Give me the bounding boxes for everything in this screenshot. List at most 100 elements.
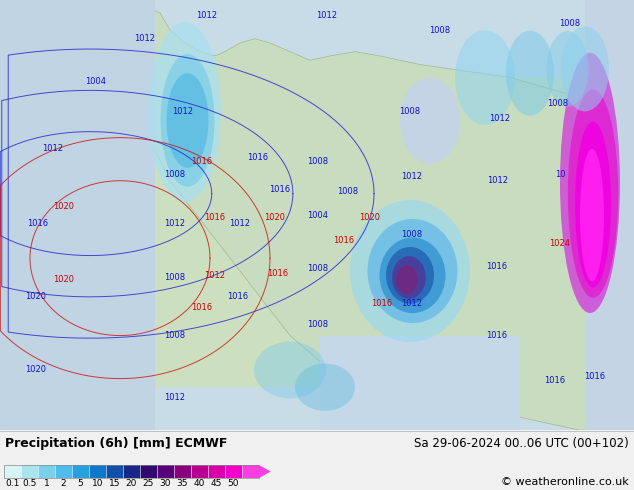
Bar <box>72 465 89 478</box>
Text: 1016: 1016 <box>268 269 288 278</box>
Text: 10: 10 <box>92 479 103 488</box>
Ellipse shape <box>396 266 418 294</box>
Bar <box>208 465 225 478</box>
Text: 1020: 1020 <box>264 213 285 222</box>
Text: 1012: 1012 <box>488 176 508 185</box>
Text: 0.1: 0.1 <box>5 479 20 488</box>
Bar <box>4 465 21 478</box>
Text: 1012: 1012 <box>489 114 510 123</box>
Bar <box>157 465 174 478</box>
Text: 1008: 1008 <box>307 265 328 273</box>
Bar <box>4 465 259 478</box>
Ellipse shape <box>386 247 434 304</box>
Text: 1020: 1020 <box>359 213 380 222</box>
Text: 1016: 1016 <box>27 219 49 228</box>
Text: 1008: 1008 <box>164 273 186 282</box>
Ellipse shape <box>350 200 470 342</box>
Text: 45: 45 <box>211 479 222 488</box>
Text: 1016: 1016 <box>545 376 566 385</box>
Text: 1: 1 <box>44 479 49 488</box>
Text: 5: 5 <box>77 479 84 488</box>
Polygon shape <box>259 465 271 478</box>
Text: 1012: 1012 <box>134 34 155 43</box>
Text: 1016: 1016 <box>486 262 508 271</box>
Text: 1016: 1016 <box>486 331 508 340</box>
Ellipse shape <box>506 30 554 116</box>
Text: © weatheronline.co.uk: © weatheronline.co.uk <box>501 477 629 487</box>
Text: 0.5: 0.5 <box>22 479 37 488</box>
Text: 50: 50 <box>228 479 239 488</box>
Ellipse shape <box>455 30 515 125</box>
Bar <box>320 336 520 430</box>
Text: 1012: 1012 <box>172 107 193 116</box>
Ellipse shape <box>149 22 221 202</box>
Text: 1008: 1008 <box>399 107 420 116</box>
Bar <box>155 77 615 387</box>
Ellipse shape <box>160 54 214 187</box>
Text: 1004: 1004 <box>307 211 328 220</box>
Text: 1020: 1020 <box>25 366 46 374</box>
Text: 1024: 1024 <box>550 239 571 247</box>
Bar <box>0 0 155 430</box>
Bar <box>140 465 157 478</box>
Ellipse shape <box>380 238 446 313</box>
Text: 1012: 1012 <box>164 219 186 228</box>
Ellipse shape <box>561 26 609 111</box>
Text: 1004: 1004 <box>86 77 107 86</box>
Text: 20: 20 <box>126 479 137 488</box>
Ellipse shape <box>547 31 588 107</box>
Text: 1012: 1012 <box>164 393 186 402</box>
Ellipse shape <box>575 122 611 287</box>
Text: 1008: 1008 <box>401 230 423 239</box>
Ellipse shape <box>400 77 460 164</box>
Text: 1016: 1016 <box>269 185 290 194</box>
Text: 1008: 1008 <box>337 187 359 196</box>
Ellipse shape <box>392 256 426 299</box>
Text: Precipitation (6h) [mm] ECMWF: Precipitation (6h) [mm] ECMWF <box>5 438 228 450</box>
Text: 1012: 1012 <box>401 299 422 308</box>
Bar <box>585 0 634 430</box>
Text: 15: 15 <box>109 479 120 488</box>
Text: 2: 2 <box>61 479 67 488</box>
Bar <box>21 465 38 478</box>
Bar <box>123 465 140 478</box>
Text: 30: 30 <box>160 479 171 488</box>
Ellipse shape <box>368 219 458 323</box>
Bar <box>55 465 72 478</box>
Text: 1020: 1020 <box>25 293 46 301</box>
Bar <box>191 465 208 478</box>
Ellipse shape <box>295 364 355 411</box>
Text: 1008: 1008 <box>307 320 328 329</box>
Text: 1012: 1012 <box>230 219 250 228</box>
Text: 1020: 1020 <box>53 275 75 284</box>
Text: 1016: 1016 <box>372 299 392 308</box>
Bar <box>174 465 191 478</box>
Text: 1008: 1008 <box>559 19 581 28</box>
Polygon shape <box>130 0 634 430</box>
Text: 1016: 1016 <box>204 213 226 222</box>
Text: 1012: 1012 <box>316 11 337 20</box>
Text: 1020: 1020 <box>53 202 75 211</box>
Text: Sa 29-06-2024 00..06 UTC (00+102): Sa 29-06-2024 00..06 UTC (00+102) <box>414 438 629 450</box>
Text: 1008: 1008 <box>307 157 328 166</box>
Text: 10: 10 <box>555 170 566 179</box>
Text: 1016: 1016 <box>228 293 249 301</box>
Text: 40: 40 <box>194 479 205 488</box>
Text: 1012: 1012 <box>42 144 63 153</box>
Text: 1016: 1016 <box>191 303 212 312</box>
Text: 1012: 1012 <box>205 271 226 280</box>
Text: 1008: 1008 <box>164 170 186 179</box>
Ellipse shape <box>560 53 620 313</box>
Text: 1016: 1016 <box>247 152 269 162</box>
Text: 1008: 1008 <box>547 99 569 108</box>
Ellipse shape <box>254 342 326 398</box>
Text: 1016: 1016 <box>333 236 354 245</box>
Text: 1008: 1008 <box>429 25 451 35</box>
Text: 25: 25 <box>143 479 154 488</box>
Ellipse shape <box>568 90 618 298</box>
Text: 35: 35 <box>177 479 188 488</box>
Bar <box>106 465 123 478</box>
Bar <box>225 465 242 478</box>
Text: 1016: 1016 <box>191 157 212 166</box>
Ellipse shape <box>167 73 209 168</box>
